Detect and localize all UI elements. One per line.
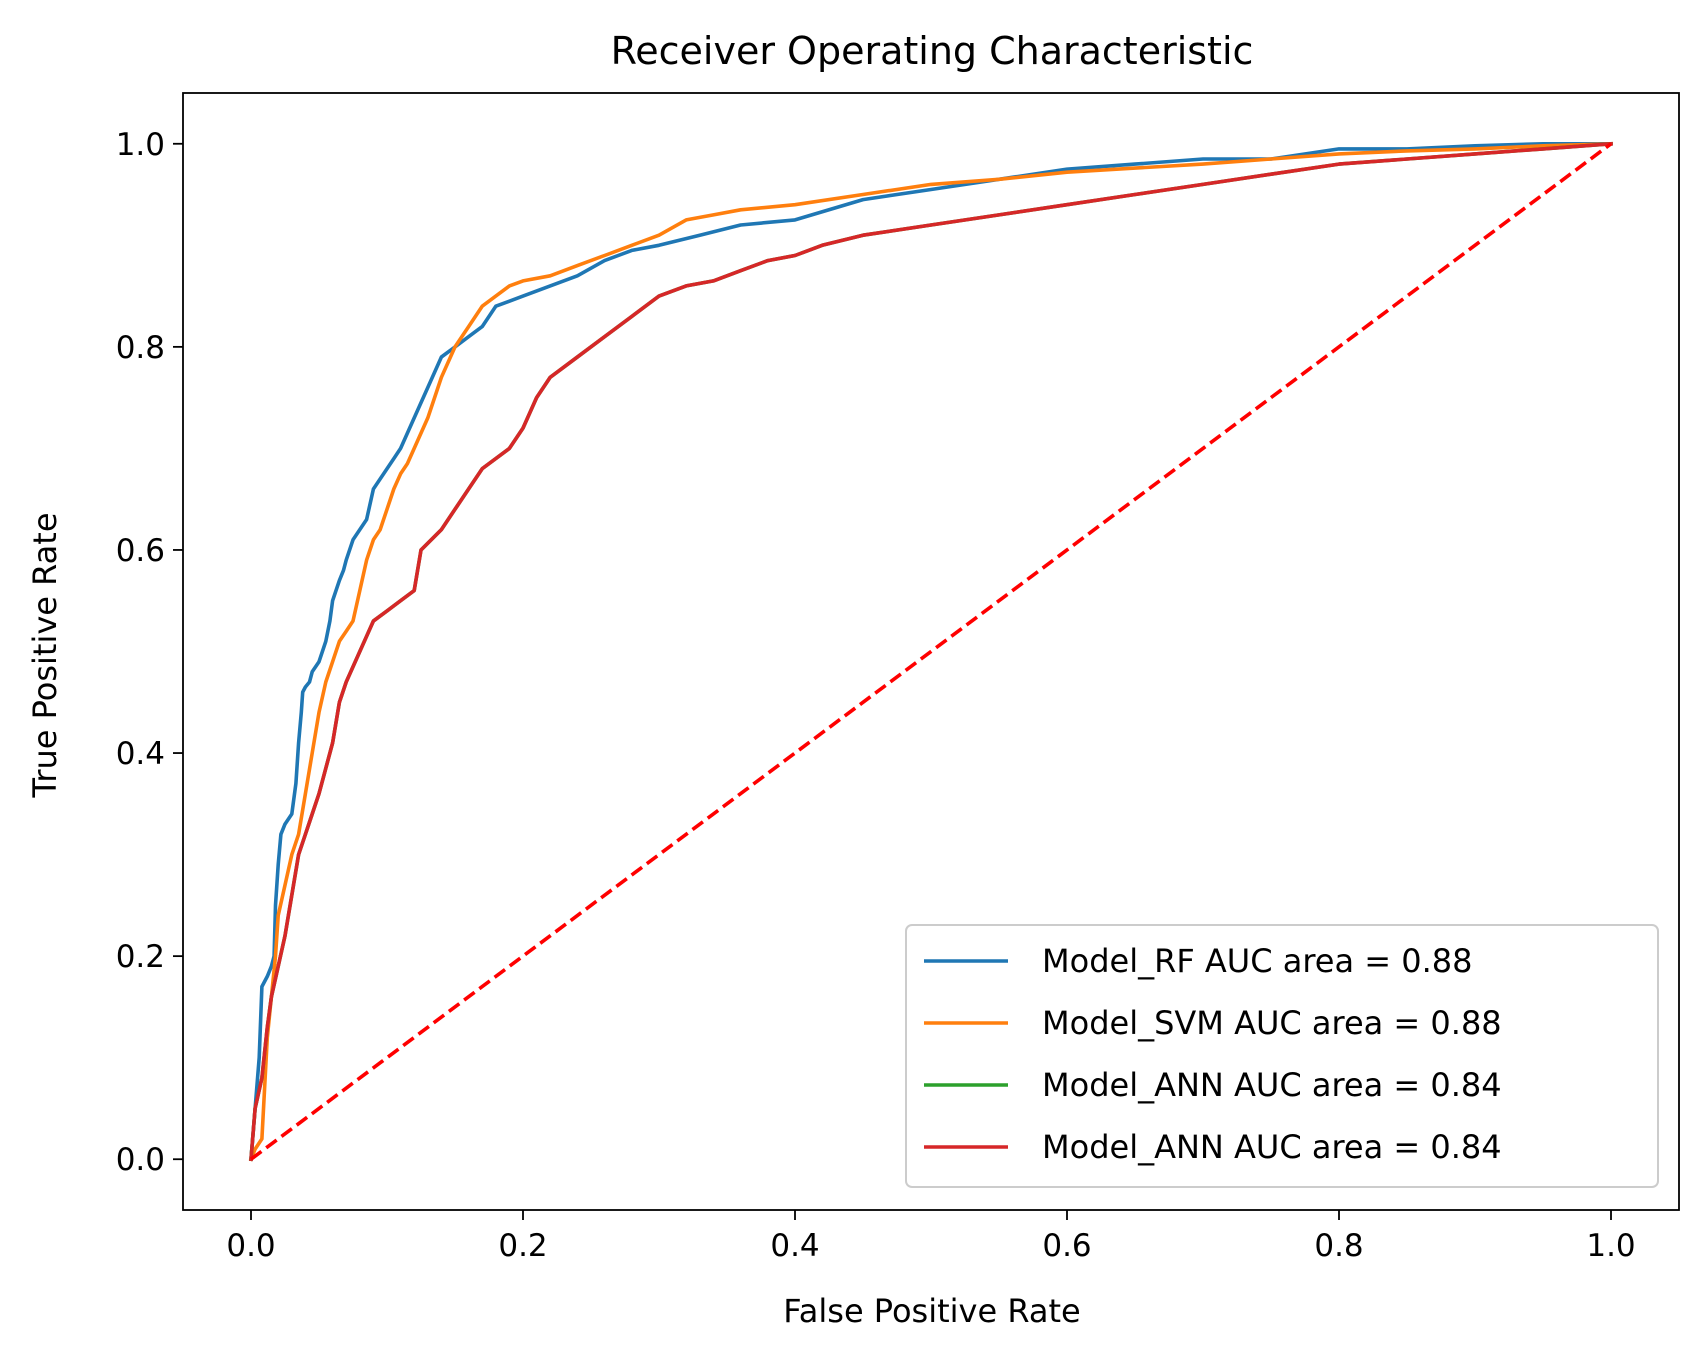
x-tick-label-1: 0.2 — [498, 1228, 547, 1264]
legend: Model_RF AUC area = 0.88 Model_SVM AUC ar… — [905, 924, 1659, 1188]
x-tick-label-0: 0.0 — [226, 1228, 275, 1264]
y-tick-label-3: 0.6 — [116, 533, 165, 569]
legend-box — [905, 924, 1659, 1188]
legend-label-1: Model_RF AUC area = 0.88 — [1042, 942, 1472, 980]
series-group — [248, 141, 1613, 1162]
y-tick-label-1: 0.2 — [116, 939, 165, 975]
legend-label-2: Model_SVM AUC area = 0.88 — [1042, 1004, 1502, 1042]
y-tick-label-0: 0.0 — [116, 1142, 165, 1178]
reference-line — [249, 142, 1613, 1161]
series-line-1 — [249, 142, 1613, 1162]
x-tick-label-4: 0.8 — [1314, 1228, 1363, 1264]
x-tick-label-2: 0.4 — [770, 1228, 819, 1264]
y-tick-label-2: 0.4 — [116, 736, 165, 772]
x-axis-label: False Positive Rate — [783, 1292, 1080, 1330]
y-tick-label-4: 0.8 — [116, 330, 165, 366]
plot-area: 0.0 0.2 0.4 0.6 0.8 1.0 0.0 0.2 0.4 0.6 0.8 1.0 — [116, 92, 1680, 1264]
y-tick-label-5: 1.0 — [116, 127, 165, 163]
x-tick-label-5: 1.0 — [1586, 1228, 1635, 1264]
series-line-2 — [248, 141, 1613, 1162]
legend-label-4: Model_ANN AUC area = 0.84 — [1042, 1128, 1502, 1166]
axes-frame — [182, 92, 1680, 1211]
series-line-4 — [249, 141, 1613, 1162]
chart-title: Receiver Operating Characteristic — [611, 29, 1254, 73]
x-tick-label-3: 0.6 — [1042, 1228, 1091, 1264]
y-axis-label: True Positive Rate — [26, 512, 64, 798]
legend-label-3: Model_ANN AUC area = 0.84 — [1042, 1066, 1502, 1104]
